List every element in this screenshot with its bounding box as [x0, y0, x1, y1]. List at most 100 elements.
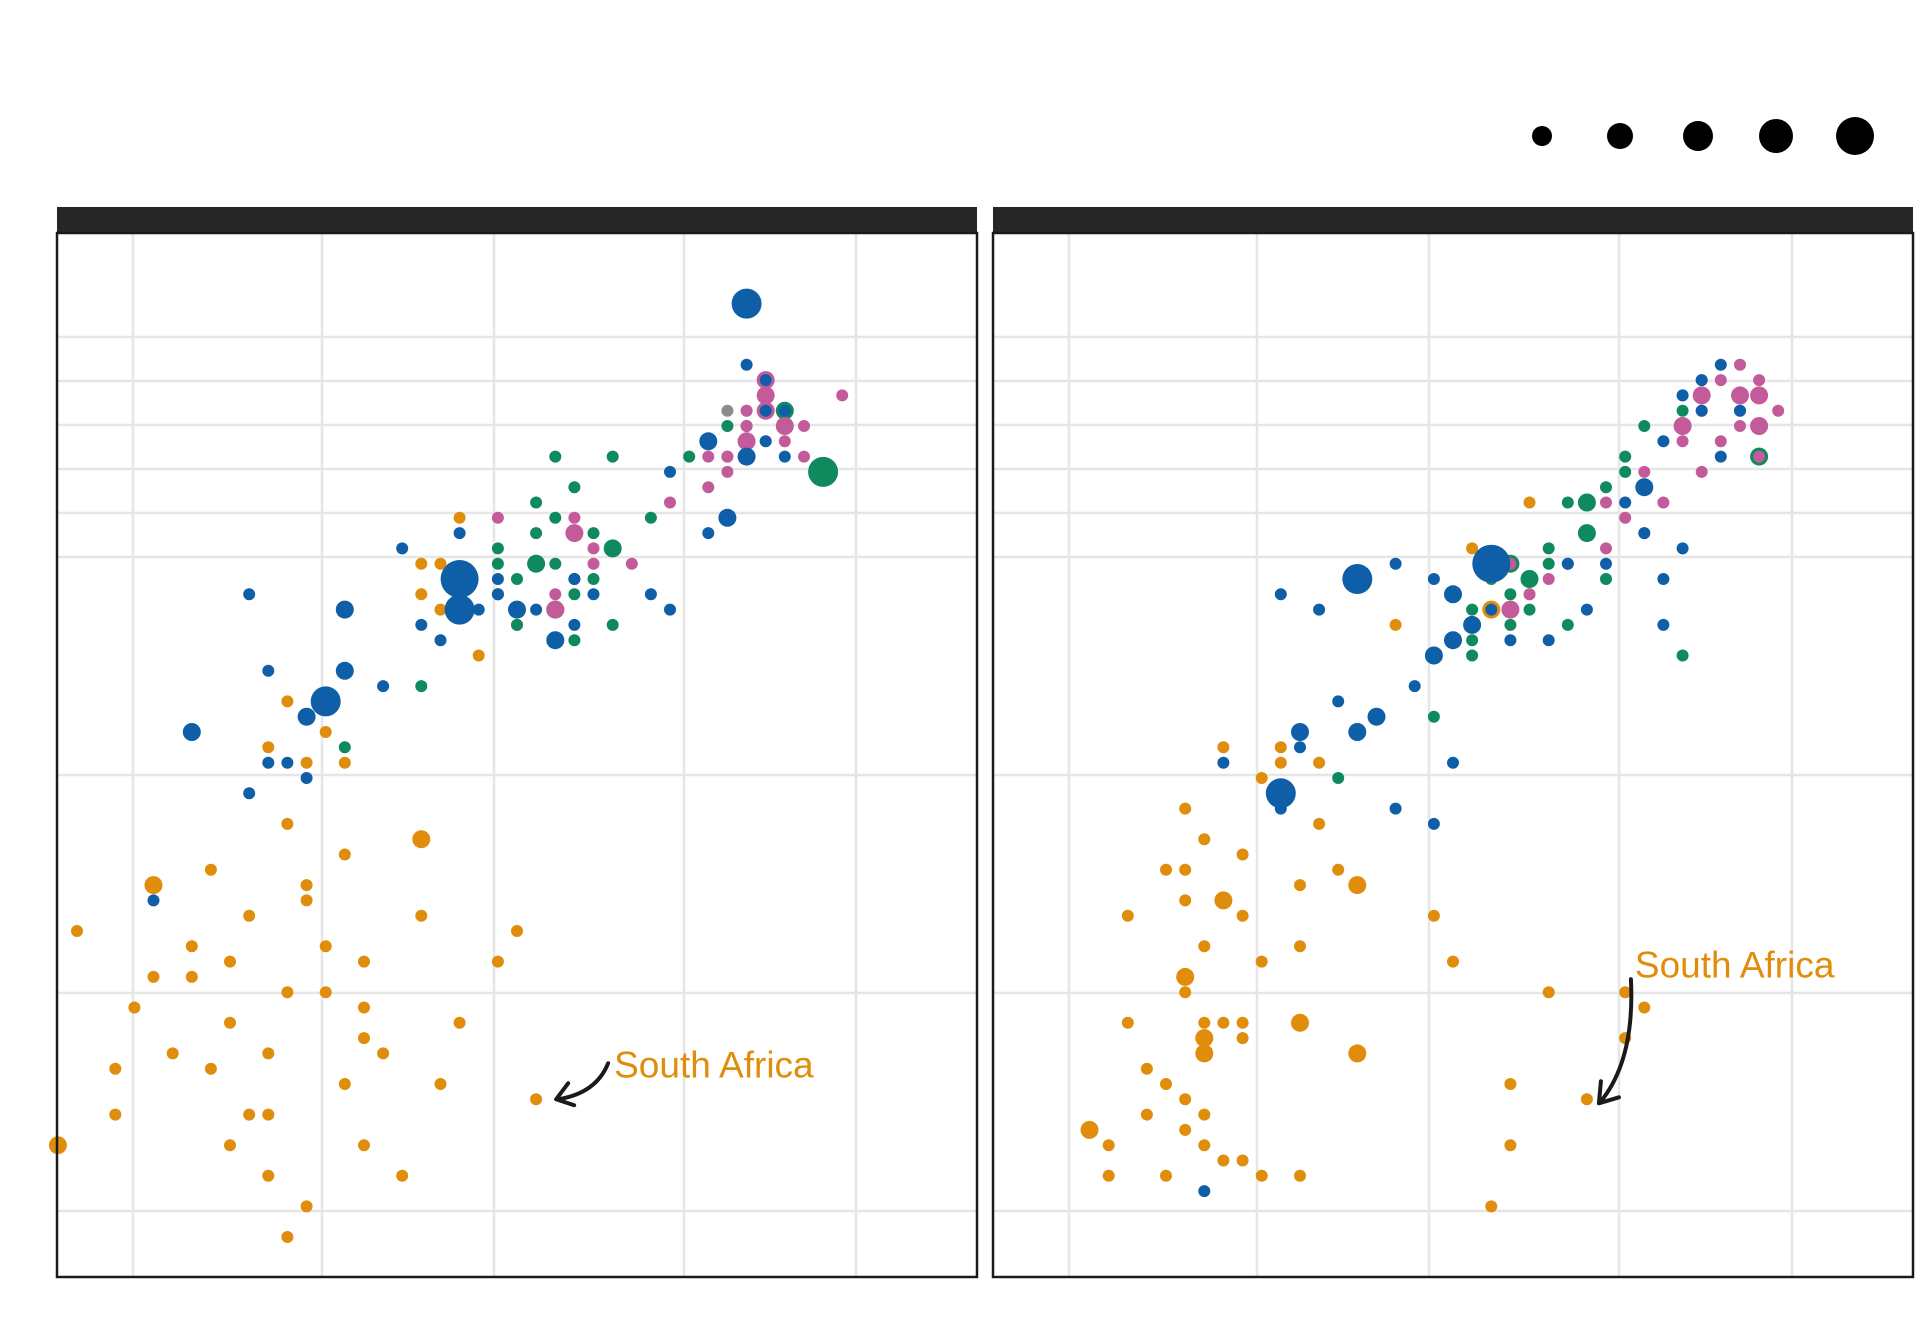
data-point: [740, 404, 753, 417]
data-point: [1444, 631, 1462, 650]
data-point: [606, 618, 619, 631]
data-point: [185, 940, 198, 953]
data-point: [262, 756, 275, 769]
data-point: [1427, 817, 1440, 830]
data-point: [434, 557, 447, 570]
data-point: [1561, 557, 1574, 570]
data-point: [549, 588, 562, 601]
data-point: [335, 600, 354, 619]
data-point: [1504, 1078, 1517, 1090]
data-point: [1236, 1016, 1249, 1029]
data-point: [1501, 600, 1520, 619]
data-point: [798, 420, 810, 432]
data-point: [798, 450, 810, 463]
points-layer: [1080, 358, 1785, 1213]
data-point: [377, 680, 390, 693]
data-point: [1255, 955, 1268, 968]
data-point: [1179, 986, 1192, 999]
data-point: [1198, 1108, 1211, 1121]
data-point: [300, 894, 313, 907]
data-point: [1447, 756, 1459, 769]
data-point: [1542, 542, 1555, 555]
data-point: [1160, 1078, 1172, 1090]
data-point: [1561, 618, 1574, 631]
data-point: [1179, 1123, 1192, 1136]
data-point: [1217, 741, 1230, 754]
data-point: [491, 588, 504, 601]
data-point: [1753, 374, 1766, 387]
data-point: [1332, 863, 1345, 876]
data-point: [587, 588, 600, 601]
data-point: [1274, 741, 1287, 754]
data-point: [568, 618, 581, 631]
data-point: [281, 986, 294, 999]
data-point: [166, 1047, 179, 1060]
data-point: [702, 450, 715, 463]
data-point: [300, 756, 313, 769]
data-point: [262, 741, 275, 754]
data-point: [603, 539, 622, 558]
data-point: [1389, 618, 1402, 631]
data-point: [549, 557, 562, 570]
data-point: [568, 588, 581, 601]
data-point: [1236, 1154, 1249, 1167]
data-point: [568, 573, 581, 585]
data-point: [243, 909, 256, 922]
data-point: [568, 511, 581, 524]
data-point: [281, 695, 294, 708]
data-point: [778, 435, 791, 448]
size-legend-dot: [1683, 121, 1713, 151]
data-point: [377, 1047, 390, 1060]
data-point: [527, 554, 546, 573]
data-point: [1447, 955, 1459, 968]
data-point: [1198, 1139, 1211, 1152]
data-point: [396, 1169, 409, 1182]
data-point: [1734, 404, 1746, 417]
data-point: [300, 879, 313, 892]
data-point: [415, 680, 428, 693]
data-point: [491, 955, 504, 968]
data-point: [1504, 1139, 1517, 1152]
data-point: [415, 618, 428, 631]
size-legend-dot: [1532, 126, 1552, 146]
data-point: [310, 686, 341, 717]
data-point: [1714, 435, 1727, 448]
data-point: [702, 481, 715, 494]
data-point: [549, 450, 562, 463]
data-point: [1179, 863, 1192, 876]
data-point: [1638, 527, 1651, 540]
data-point: [1577, 493, 1596, 512]
data-point: [147, 970, 160, 983]
data-point: [721, 404, 734, 417]
data-point: [1714, 450, 1727, 463]
data-point: [625, 557, 638, 570]
data-point: [1619, 465, 1632, 478]
data-point: [740, 420, 753, 432]
data-point: [664, 496, 676, 509]
data-point: [1427, 710, 1440, 723]
data-point: [1638, 465, 1651, 478]
data-point: [491, 511, 504, 524]
data-point: [1600, 542, 1612, 555]
data-point: [1485, 1200, 1498, 1213]
data-point: [836, 389, 849, 402]
data-point: [1638, 420, 1651, 432]
data-point: [1313, 603, 1326, 616]
data-point: [775, 417, 794, 435]
data-point: [718, 508, 737, 527]
data-point: [444, 594, 475, 625]
data-point: [1692, 386, 1711, 405]
data-point: [549, 511, 562, 524]
annotation-arrow: [556, 1061, 611, 1102]
data-point: [1217, 1016, 1230, 1029]
data-point: [1523, 603, 1536, 616]
data-point: [204, 1062, 217, 1075]
data-point: [511, 925, 523, 937]
data-point: [1255, 1169, 1268, 1182]
data-point: [1619, 511, 1632, 524]
data-point: [1676, 542, 1689, 555]
data-point: [319, 726, 332, 738]
data-point: [1179, 1093, 1192, 1106]
data-point: [1466, 649, 1479, 662]
data-point: [1466, 542, 1479, 555]
